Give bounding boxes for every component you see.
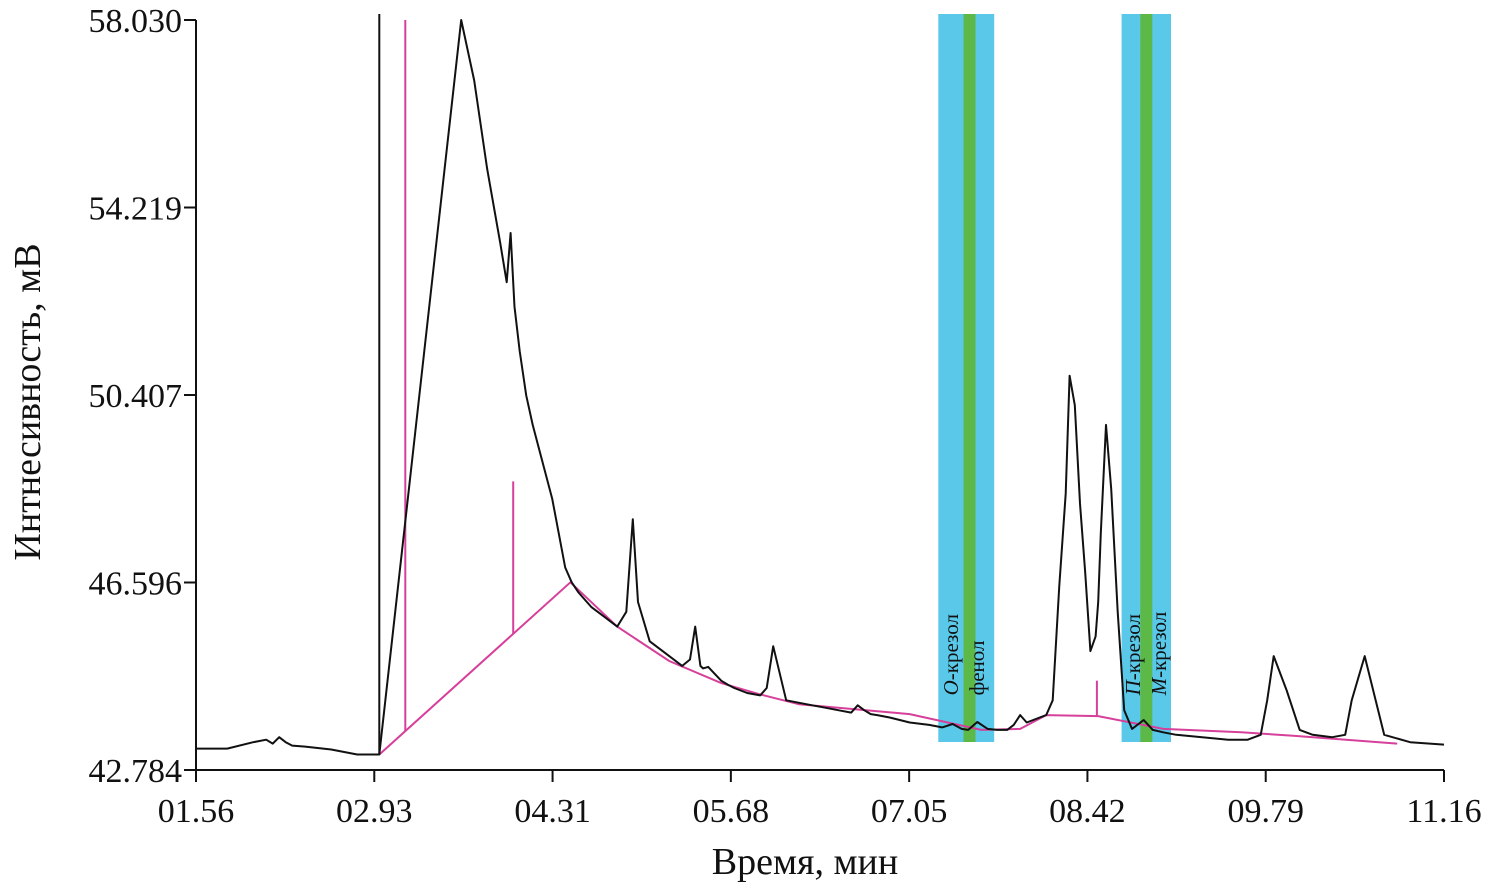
- y-axis-label: Интнесивность, мВ: [7, 243, 49, 560]
- signal-line: [196, 19, 1445, 756]
- y-tick-label: 46.596: [89, 566, 183, 603]
- peak-annotation: М-крезол: [1147, 612, 1171, 697]
- x-tick-label: 11.16: [1406, 793, 1481, 830]
- x-tick-label: 09.79: [1227, 793, 1304, 830]
- y-tick-label: 50.407: [89, 378, 183, 415]
- y-tick-label: 42.784: [89, 753, 183, 790]
- annotation-text: фенол: [965, 641, 989, 696]
- annotation-text: -крезол: [939, 614, 963, 680]
- peak-annotation: О-крезол: [939, 614, 963, 695]
- peak-annotation: П-крезол: [1121, 614, 1145, 696]
- x-tick-label: 01.56: [158, 793, 235, 830]
- marker-band-1: [1140, 14, 1153, 742]
- x-tick-label: 05.68: [693, 793, 770, 830]
- y-tick-label: 54.219: [89, 191, 183, 228]
- baseline-line: [378, 580, 1398, 756]
- x-tick-label: 02.93: [336, 793, 413, 830]
- y-ticks: 58.030 54.219 50.407 46.596 42.784: [89, 3, 196, 790]
- annotation-italic-prefix: О: [939, 680, 963, 695]
- x-tick-label: 07.05: [871, 793, 948, 830]
- x-tick-label: 04.31: [514, 793, 591, 830]
- x-tick-label: 08.42: [1049, 793, 1126, 830]
- annotation-italic-prefix: М: [1147, 676, 1171, 696]
- peak-annotation: фенол: [965, 641, 989, 696]
- baseline-series: [378, 20, 1398, 756]
- signal-series: [196, 14, 1445, 756]
- x-ticks: 01.56 02.93 04.31 05.68 07.05 08.42 09.79 11.16: [158, 770, 1482, 830]
- highlight-bands: [938, 14, 1171, 742]
- annotation-text: -крезол: [1147, 612, 1171, 678]
- x-axis-label: Время, мин: [712, 841, 898, 883]
- marker-band-0: [963, 14, 976, 742]
- y-tick-label: 58.030: [89, 3, 183, 40]
- axes: [195, 20, 1444, 771]
- annotation-italic-prefix: П: [1121, 678, 1145, 696]
- annotation-text: -крезол: [1121, 614, 1145, 680]
